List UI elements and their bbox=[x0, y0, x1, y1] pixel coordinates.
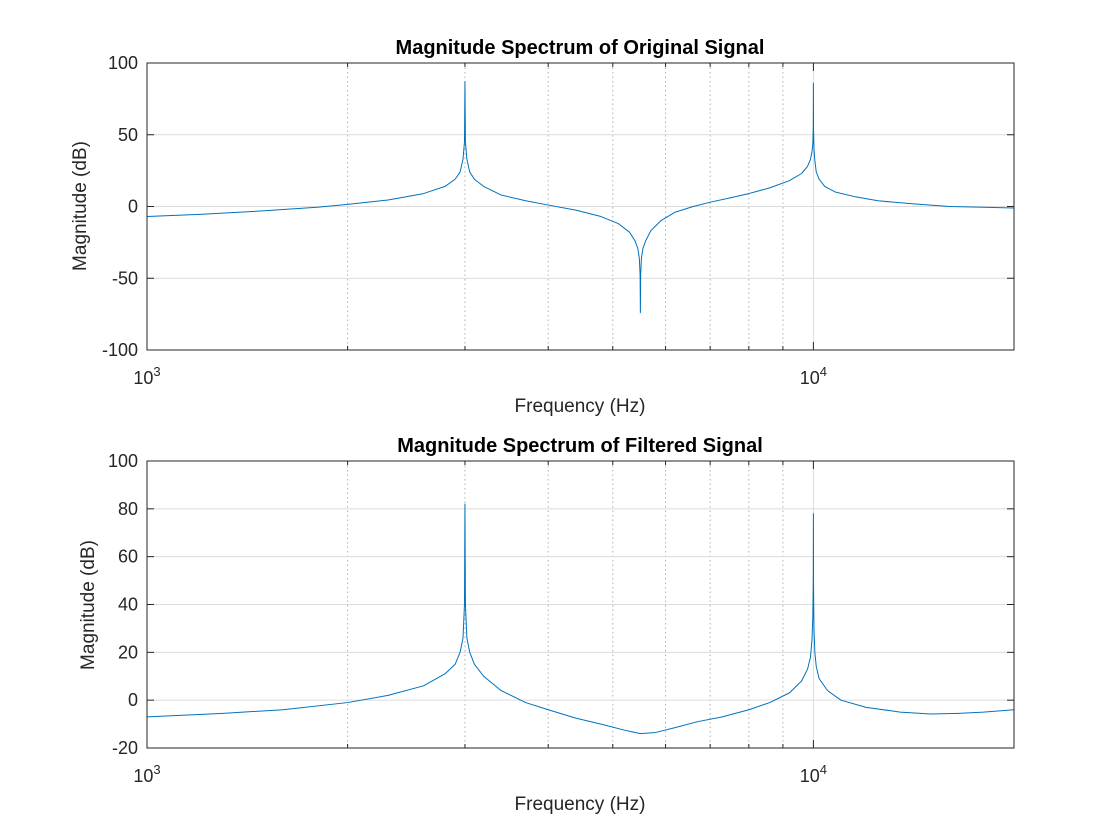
y-tick-label: 80 bbox=[118, 499, 138, 519]
y-tick-label: 0 bbox=[128, 690, 138, 710]
x-tick-label: 104 bbox=[800, 762, 827, 786]
chart-title: Magnitude Spectrum of Original Signal bbox=[396, 37, 765, 59]
subplot-filtered-signal: Magnitude Spectrum of Filtered Signal Fr… bbox=[78, 435, 1015, 815]
subplot-original-signal: Magnitude Spectrum of Original Signal Fr… bbox=[70, 37, 1015, 417]
y-tick-label: 100 bbox=[108, 451, 138, 471]
x-tick-label: 103 bbox=[133, 364, 160, 388]
y-tick-label: 40 bbox=[118, 595, 138, 615]
x-tick-label: 103 bbox=[133, 762, 160, 786]
y-tick-label: 60 bbox=[118, 547, 138, 567]
y-tick-label: -100 bbox=[102, 340, 138, 360]
grid bbox=[147, 461, 1014, 748]
y-tick-label: 100 bbox=[108, 53, 138, 73]
x-axis-label: Frequency (Hz) bbox=[515, 396, 646, 417]
series-line bbox=[146, 503, 1015, 735]
y-tick-label: 50 bbox=[118, 125, 138, 145]
y-tick-label: -20 bbox=[112, 738, 138, 758]
chart-title: Magnitude Spectrum of Filtered Signal bbox=[397, 435, 763, 457]
series-line bbox=[146, 81, 1015, 314]
y-tick-label: 0 bbox=[128, 197, 138, 217]
y-axis-label: Magnitude (dB) bbox=[70, 141, 91, 271]
grid bbox=[147, 63, 1014, 350]
x-axis-label: Frequency (Hz) bbox=[515, 794, 646, 815]
y-axis-label: Magnitude (dB) bbox=[78, 540, 99, 670]
y-tick-label: -50 bbox=[112, 268, 138, 288]
y-tick-label: 20 bbox=[118, 642, 138, 662]
x-tick-label: 104 bbox=[800, 364, 827, 388]
